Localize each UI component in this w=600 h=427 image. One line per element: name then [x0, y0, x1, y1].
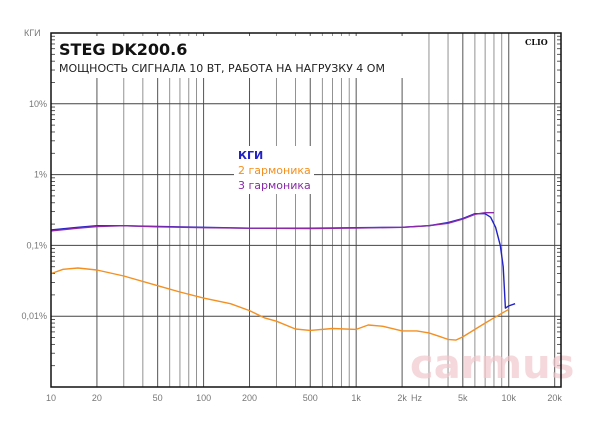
y-tick-label: 0,01% [21, 311, 47, 321]
x-tick-label: 50 [153, 393, 163, 403]
x-tick-label: 100 [196, 393, 211, 403]
series-lines [50, 212, 516, 341]
title-background [56, 36, 416, 78]
series-line-1 [50, 267, 510, 341]
y-tick-label: 10% [29, 99, 47, 109]
y-axis-label: КГИ [24, 28, 41, 38]
x-tick-label: 20k [547, 393, 562, 403]
grid [51, 33, 561, 387]
legend-entry: 3 гармоника [238, 179, 311, 192]
legend-entry: КГИ [238, 149, 263, 162]
clio-badge: CLIO [525, 37, 548, 47]
chart-title: STEG DK200.6 [59, 40, 187, 59]
x-tick-label: 10 [46, 393, 56, 403]
x-tick-label: 200 [242, 393, 257, 403]
x-axis-label: Hz [411, 393, 422, 403]
legend-entry: 2 гармоника [238, 164, 311, 177]
tick-labels: 10 20 50 100 200 500 1k 2k 5k 10k 20k 10% 1% 0,1% 0,01… [21, 99, 562, 403]
x-tick-label: 5k [458, 393, 468, 403]
badge-background [520, 36, 552, 48]
y-tick-label: 1% [34, 170, 47, 180]
y-tick-label: 0,1% [26, 240, 47, 250]
legend-background [234, 146, 314, 194]
watermark: carmus [410, 342, 574, 388]
x-tick-label: 500 [303, 393, 318, 403]
chart-subtitle: МОЩНОСТЬ СИГНАЛА 10 ВТ, РАБОТА НА НАГРУЗ… [59, 62, 385, 75]
x-tick-label: 10k [501, 393, 516, 403]
series-line-2 [50, 212, 494, 232]
plot-frame [50, 32, 562, 388]
legend: КГИ 2 гармоника 3 гармоника [234, 146, 314, 194]
x-tick-label: 2k [397, 393, 407, 403]
x-tick-label: 20 [92, 393, 102, 403]
x-tick-label: 1k [351, 393, 361, 403]
